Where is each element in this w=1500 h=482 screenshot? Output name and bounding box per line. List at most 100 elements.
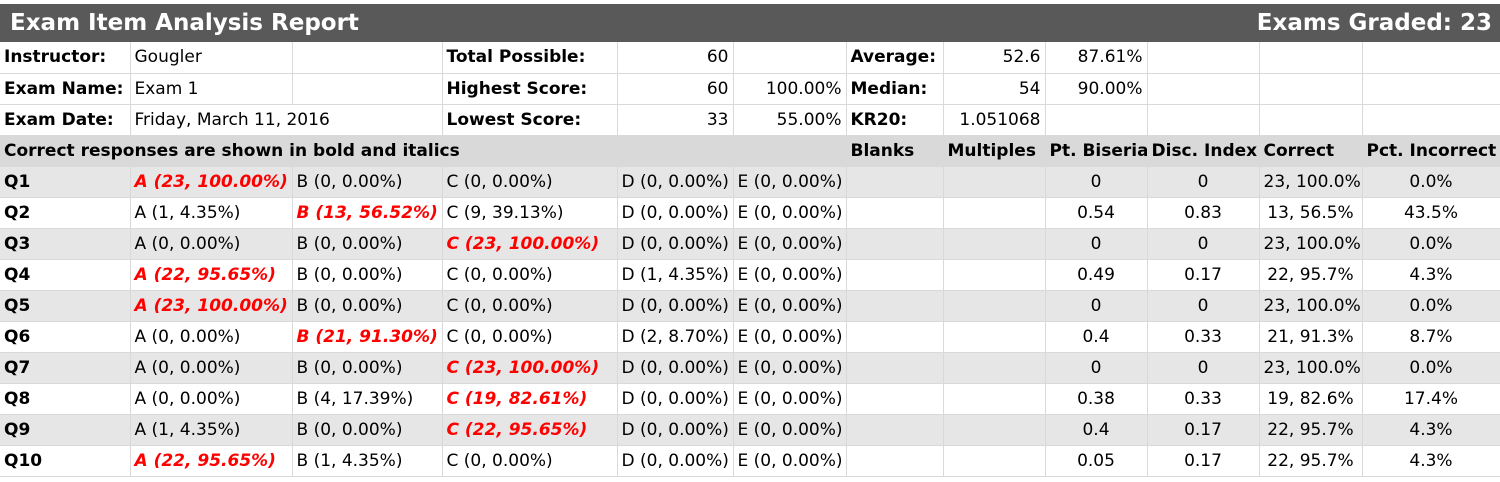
answer-e[interactable]: E (0, 0.00%): [733, 414, 847, 446]
answer-a[interactable]: A (0, 0.00%): [130, 383, 293, 415]
pct-incorrect-value[interactable]: 0.0%: [1362, 228, 1500, 260]
exam-name-value[interactable]: Exam 1: [130, 73, 293, 105]
average-value[interactable]: 52.6: [943, 42, 1046, 74]
answer-b[interactable]: B (13, 56.52%): [292, 197, 443, 229]
correct-value[interactable]: 23, 100.0%: [1259, 166, 1363, 198]
question-id[interactable]: Q4: [0, 259, 131, 291]
disc-index-value[interactable]: 0: [1147, 290, 1260, 322]
cell[interactable]: [1362, 42, 1500, 74]
answer-d[interactable]: D (0, 0.00%): [617, 197, 734, 229]
pct-incorrect-value[interactable]: 8.7%: [1362, 321, 1500, 353]
disc-index-value[interactable]: 0: [1147, 228, 1260, 260]
answer-c[interactable]: C (19, 82.61%): [442, 383, 618, 415]
disc-index-value[interactable]: 0.33: [1147, 383, 1260, 415]
pct-incorrect-value[interactable]: 0.0%: [1362, 166, 1500, 198]
cell[interactable]: [292, 73, 443, 105]
pt-biserial-value[interactable]: 0: [1045, 352, 1148, 384]
question-id[interactable]: Q3: [0, 228, 131, 260]
multiples-value[interactable]: [943, 445, 1046, 477]
blanks-value[interactable]: [846, 352, 944, 384]
answer-d[interactable]: D (0, 0.00%): [617, 445, 734, 477]
cell[interactable]: [1362, 73, 1500, 105]
kr20-value[interactable]: 1.051068: [943, 104, 1046, 136]
multiples-value[interactable]: [943, 321, 1046, 353]
answer-c[interactable]: C (0, 0.00%): [442, 166, 618, 198]
multiples-value[interactable]: [943, 166, 1046, 198]
pct-incorrect-value[interactable]: 43.5%: [1362, 197, 1500, 229]
correct-value[interactable]: 22, 95.7%: [1259, 445, 1363, 477]
answer-d[interactable]: D (1, 4.35%): [617, 259, 734, 291]
disc-index-value[interactable]: 0.17: [1147, 259, 1260, 291]
median-value[interactable]: 54: [943, 73, 1046, 105]
blanks-value[interactable]: [846, 166, 944, 198]
answer-b[interactable]: B (0, 0.00%): [292, 290, 443, 322]
answer-e[interactable]: E (0, 0.00%): [733, 352, 847, 384]
cell[interactable]: [1147, 104, 1260, 136]
cell[interactable]: [1362, 104, 1500, 136]
answer-e[interactable]: E (0, 0.00%): [733, 197, 847, 229]
answer-c[interactable]: C (0, 0.00%): [442, 445, 618, 477]
answer-e[interactable]: E (0, 0.00%): [733, 259, 847, 291]
cell[interactable]: [1147, 42, 1260, 74]
answer-e[interactable]: E (0, 0.00%): [733, 383, 847, 415]
question-id[interactable]: Q2: [0, 197, 131, 229]
cell[interactable]: [1045, 104, 1148, 136]
exam-date-value[interactable]: Friday, March 11, 2016: [130, 104, 443, 136]
pt-biserial-value[interactable]: 0.4: [1045, 414, 1148, 446]
pct-incorrect-value[interactable]: 17.4%: [1362, 383, 1500, 415]
answer-c[interactable]: C (0, 0.00%): [442, 321, 618, 353]
answer-a[interactable]: A (1, 4.35%): [130, 414, 293, 446]
answer-a[interactable]: A (0, 0.00%): [130, 321, 293, 353]
answer-b[interactable]: B (0, 0.00%): [292, 352, 443, 384]
answer-a[interactable]: A (22, 95.65%): [130, 259, 293, 291]
answer-a[interactable]: A (0, 0.00%): [130, 352, 293, 384]
blanks-value[interactable]: [846, 228, 944, 260]
multiples-value[interactable]: [943, 290, 1046, 322]
pt-biserial-value[interactable]: 0.05: [1045, 445, 1148, 477]
multiples-value[interactable]: [943, 414, 1046, 446]
pt-biserial-value[interactable]: 0: [1045, 228, 1148, 260]
multiples-value[interactable]: [943, 259, 1046, 291]
multiples-value[interactable]: [943, 197, 1046, 229]
pt-biserial-value[interactable]: 0.38: [1045, 383, 1148, 415]
multiples-value[interactable]: [943, 352, 1046, 384]
answer-b[interactable]: B (4, 17.39%): [292, 383, 443, 415]
answer-b[interactable]: B (0, 0.00%): [292, 259, 443, 291]
multiples-value[interactable]: [943, 383, 1046, 415]
answer-c[interactable]: C (22, 95.65%): [442, 414, 618, 446]
answer-b[interactable]: B (1, 4.35%): [292, 445, 443, 477]
correct-value[interactable]: 19, 82.6%: [1259, 383, 1363, 415]
cell[interactable]: [1259, 104, 1363, 136]
answer-b[interactable]: B (21, 91.30%): [292, 321, 443, 353]
pct-incorrect-value[interactable]: 4.3%: [1362, 259, 1500, 291]
average-pct[interactable]: 87.61%: [1045, 42, 1148, 74]
highest-score-pct[interactable]: 100.00%: [733, 73, 847, 105]
answer-e[interactable]: E (0, 0.00%): [733, 445, 847, 477]
answer-e[interactable]: E (0, 0.00%): [733, 321, 847, 353]
disc-index-value[interactable]: 0.17: [1147, 414, 1260, 446]
question-id[interactable]: Q5: [0, 290, 131, 322]
question-id[interactable]: Q1: [0, 166, 131, 198]
highest-score-value[interactable]: 60: [617, 73, 734, 105]
answer-c[interactable]: C (0, 0.00%): [442, 290, 618, 322]
answer-a[interactable]: A (23, 100.00%): [130, 166, 293, 198]
answer-b[interactable]: B (0, 0.00%): [292, 414, 443, 446]
answer-d[interactable]: D (0, 0.00%): [617, 166, 734, 198]
instructor-value[interactable]: Gougler: [130, 42, 293, 74]
correct-value[interactable]: 23, 100.0%: [1259, 290, 1363, 322]
answer-b[interactable]: B (0, 0.00%): [292, 166, 443, 198]
median-pct[interactable]: 90.00%: [1045, 73, 1148, 105]
correct-value[interactable]: 23, 100.0%: [1259, 352, 1363, 384]
question-id[interactable]: Q9: [0, 414, 131, 446]
question-id[interactable]: Q6: [0, 321, 131, 353]
answer-e[interactable]: E (0, 0.00%): [733, 228, 847, 260]
answer-a[interactable]: A (22, 95.65%): [130, 445, 293, 477]
answer-d[interactable]: D (0, 0.00%): [617, 383, 734, 415]
answer-d[interactable]: D (0, 0.00%): [617, 414, 734, 446]
pt-biserial-value[interactable]: 0: [1045, 290, 1148, 322]
question-id[interactable]: Q10: [0, 445, 131, 477]
cell[interactable]: [1259, 73, 1363, 105]
answer-e[interactable]: E (0, 0.00%): [733, 290, 847, 322]
disc-index-value[interactable]: 0.83: [1147, 197, 1260, 229]
disc-index-value[interactable]: 0: [1147, 352, 1260, 384]
